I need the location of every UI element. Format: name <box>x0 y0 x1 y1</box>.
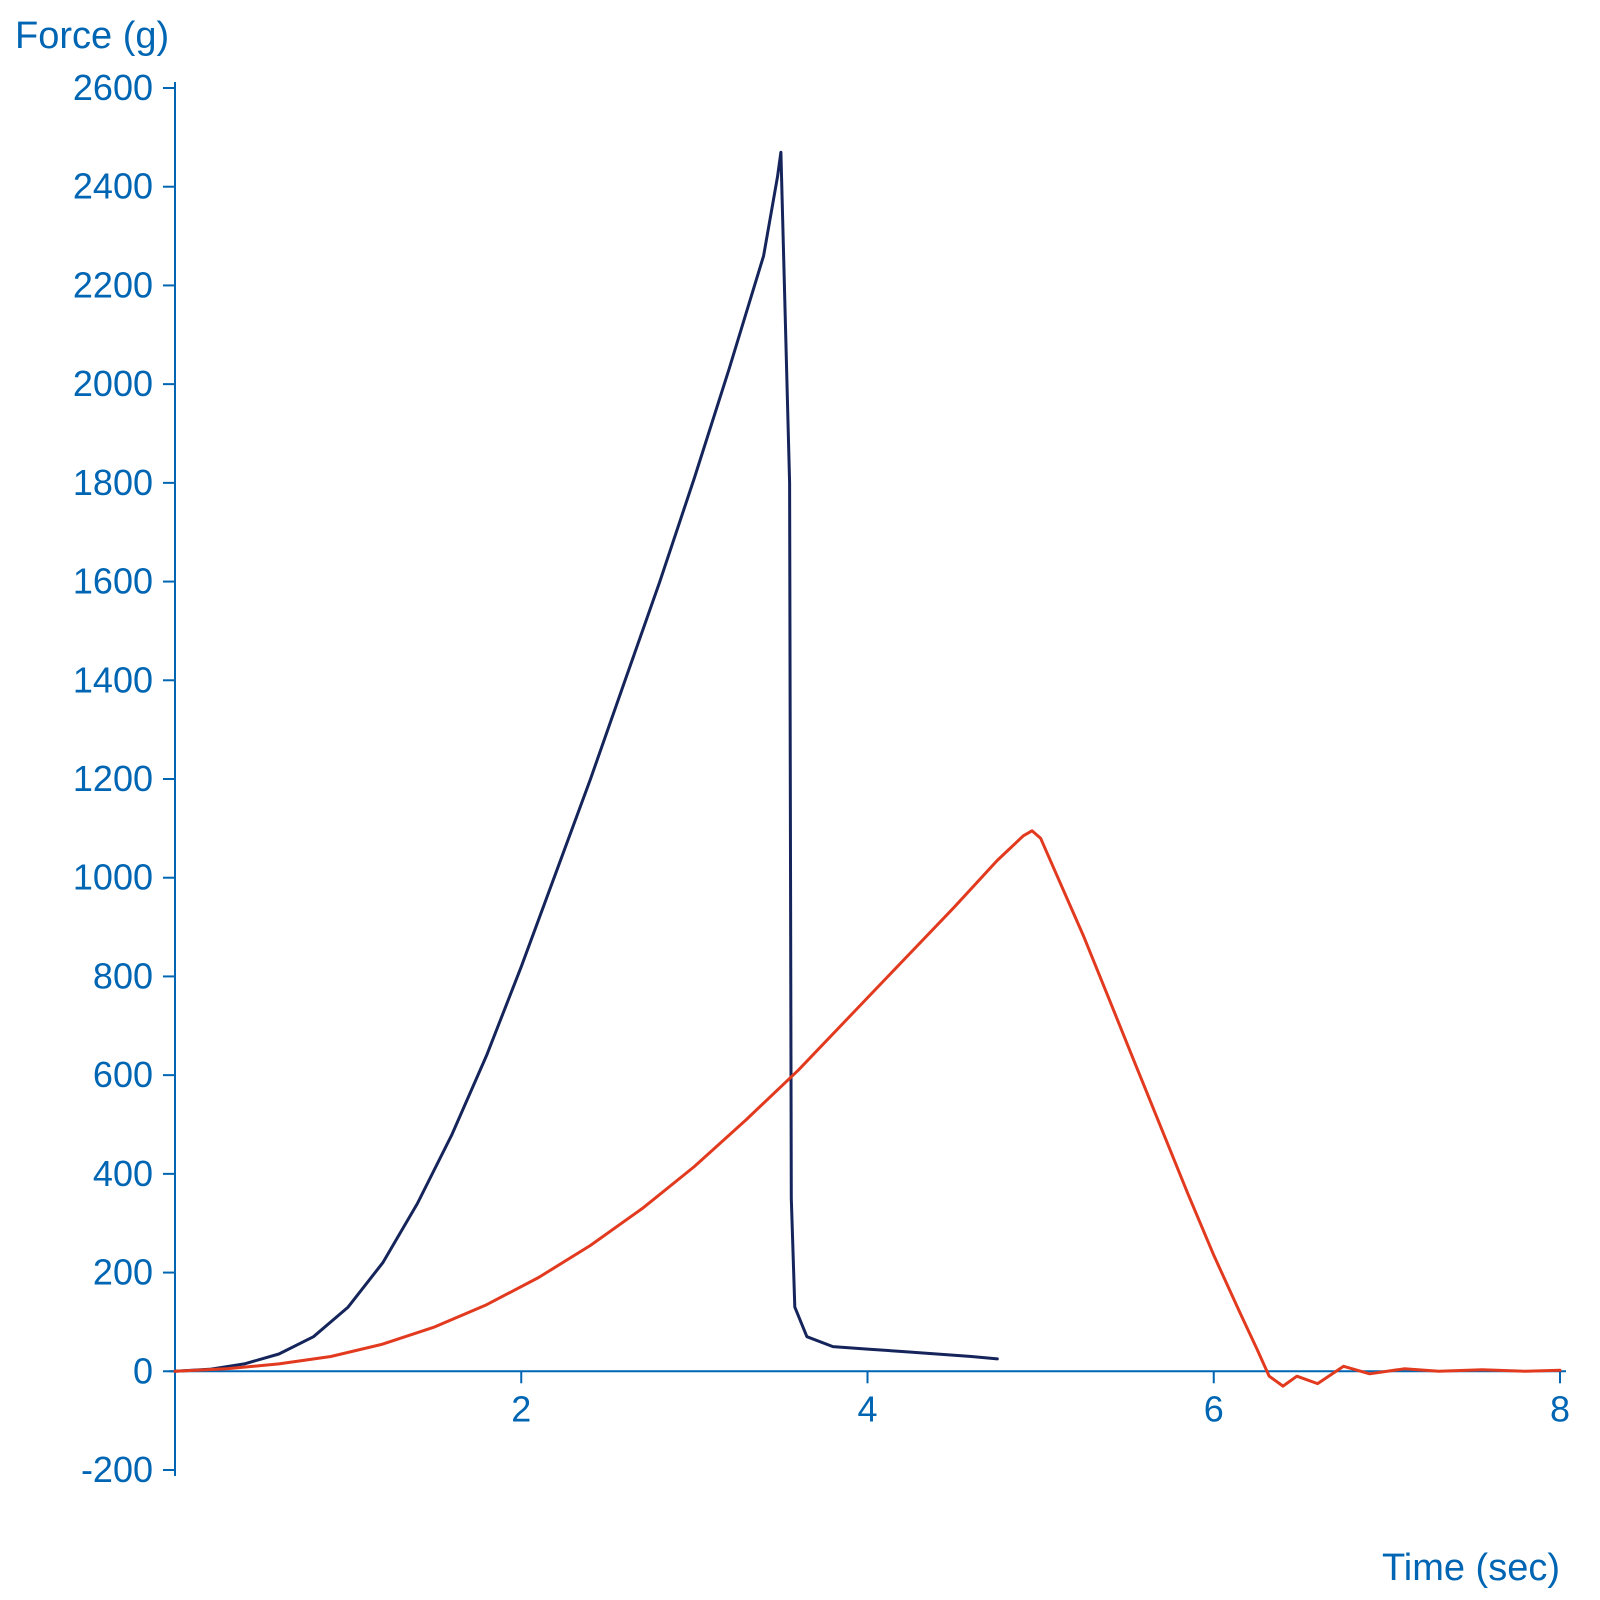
y-tick-label: 400 <box>93 1153 153 1194</box>
y-tick-label: 1400 <box>73 659 153 700</box>
y-tick-label: 1600 <box>73 561 153 602</box>
y-tick-label: 2200 <box>73 264 153 305</box>
y-tick-label: 800 <box>93 955 153 996</box>
y-tick-label: 1800 <box>73 462 153 503</box>
x-tick-label: 6 <box>1204 1388 1224 1429</box>
y-tick-label: 2600 <box>73 67 153 108</box>
y-tick-label: 2000 <box>73 363 153 404</box>
y-tick-label: 1200 <box>73 758 153 799</box>
x-tick-label: 8 <box>1550 1388 1570 1429</box>
chart-svg: Force (g) Time (sec) -200 0 200 400 600 800 10… <box>0 0 1600 1600</box>
y-tick-label: 600 <box>93 1054 153 1095</box>
y-tick-label: 1000 <box>73 857 153 898</box>
y-tick-label: 0 <box>133 1350 153 1391</box>
y-tick-label: 2400 <box>73 166 153 207</box>
series-b-line <box>175 831 1560 1386</box>
x-tick-label: 4 <box>857 1388 877 1429</box>
y-tick-label: 200 <box>93 1252 153 1293</box>
axes: -200 0 200 400 600 800 1000 1200 1400 1600 1800 200… <box>73 67 1570 1490</box>
series-a-line <box>175 152 997 1371</box>
y-axis-title: Force (g) <box>15 15 169 57</box>
x-axis-title: Time (sec) <box>1382 1547 1560 1589</box>
y-tick-label: -200 <box>81 1449 153 1490</box>
series-group <box>175 152 1560 1386</box>
x-tick-label: 2 <box>511 1388 531 1429</box>
force-time-chart: Force (g) Time (sec) -200 0 200 400 600 800 10… <box>0 0 1600 1600</box>
